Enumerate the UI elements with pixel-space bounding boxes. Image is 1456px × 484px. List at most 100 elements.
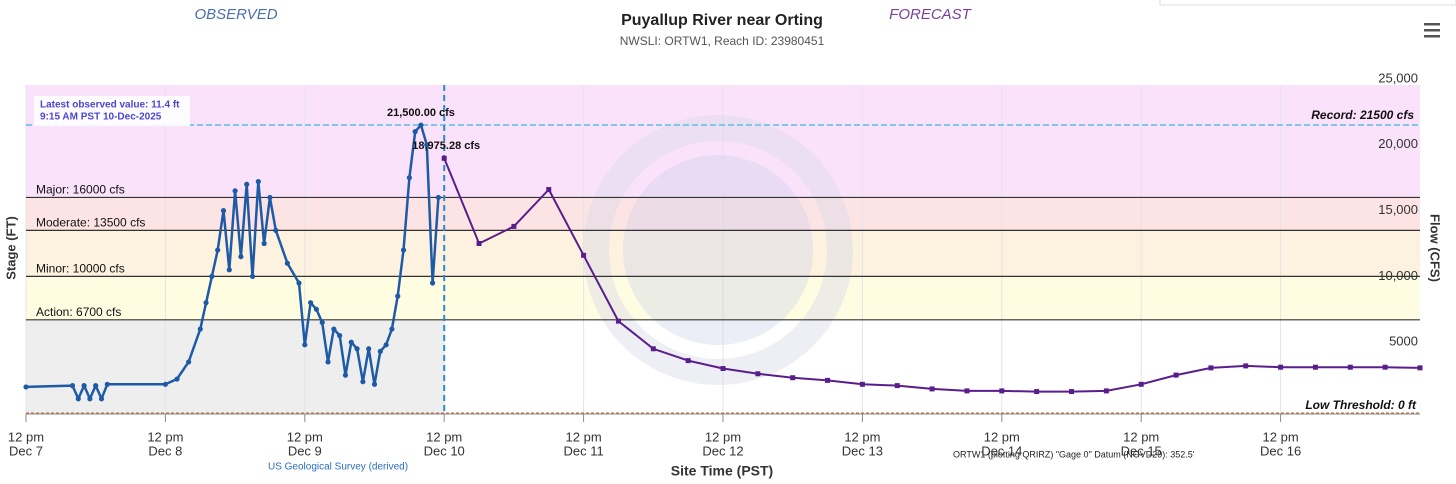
peak-annotation: 18,975.28 cfs [412,140,480,152]
data-point [331,326,337,332]
data-point [371,381,378,387]
data-point [424,142,430,148]
data-point [615,318,621,324]
x-tick-date: Dec 9 [288,443,322,458]
data-point [162,381,168,387]
watermark [583,115,853,385]
data-point [999,388,1005,394]
data-point [546,187,552,193]
chart-title: Puyallup River near Orting [621,12,823,29]
chart-subtitle: NWSLI: ORTW1, Reach ID: 23980451 [620,34,825,48]
threshold-label: Action: 6700 cfs [36,305,121,319]
x-tick-date: Dec 12 [702,443,743,458]
data-point [581,252,587,258]
data-point [1138,381,1144,387]
forecast-label: FORECAST [889,6,973,23]
data-point [226,267,232,273]
menu-bar[interactable] [1424,35,1440,38]
threshold-label: Minor: 10000 cfs [36,262,125,276]
x-tick-label: 12 pm [8,429,44,444]
y2-tick-label: 25,000 [1378,70,1418,85]
data-point [348,339,354,345]
data-point [720,366,726,372]
data-point [650,346,656,352]
x-tick-label: 12 pm [705,429,741,444]
menu-button[interactable] [1424,23,1440,38]
x-tick-date: Dec 11 [563,443,603,458]
data-point [1034,389,1040,395]
x-tick-label: 12 pm [1123,429,1159,444]
data-point [81,383,87,389]
data-point [435,194,441,201]
x-tick-date: Dec 15 [1121,443,1162,458]
data-point [1069,389,1074,395]
data-point [1347,364,1353,370]
data-point [400,247,407,253]
data-point [244,181,250,187]
data-point [1278,364,1284,370]
data-point [1103,388,1109,394]
data-point [1208,365,1214,371]
y2-tick-label: 20,000 [1378,136,1418,151]
data-point [302,342,308,348]
y-axis-title: Stage (FT) [3,216,18,280]
data-point [964,388,970,394]
y2-tick-label: 5000 [1389,334,1418,349]
x-tick-date: Dec 7 [9,443,43,458]
menu-bar[interactable] [1424,29,1440,32]
data-point [441,155,447,161]
threshold-label: Major: 16000 cfs [36,183,125,197]
data-point [93,383,99,389]
data-point [929,386,935,392]
data-point [215,247,221,253]
data-point [296,280,302,286]
data-point [267,194,273,201]
data-point [308,300,314,306]
data-point [389,326,395,332]
data-point [395,293,401,299]
peak-annotation: 21,500.00 cfs [387,107,455,119]
data-point [313,306,320,312]
data-point [186,359,192,365]
x-tick-date: Dec 10 [424,443,465,458]
top-panel-edge [1159,0,1456,6]
x-tick-label: 12 pm [287,429,323,444]
x-tick-date: Dec 14 [981,443,1022,458]
data-point [859,381,865,387]
data-point [377,348,383,355]
data-point [342,372,349,378]
data-point [209,273,215,279]
data-point [406,175,412,181]
x-axis-title: Site Time (PST) [671,463,773,479]
data-point [429,280,436,286]
data-point [511,223,517,229]
latest-box [34,96,190,126]
x-tick-label: 12 pm [426,429,462,444]
data-point [825,377,831,383]
data-point [174,376,180,382]
data-point [87,396,93,402]
data-point [755,371,761,377]
watermark [623,155,813,345]
data-point [203,300,209,306]
data-point [238,254,244,260]
data-point [325,359,331,365]
x-tick-label: 12 pm [147,429,183,444]
x-tick-label: 12 pm [566,429,602,444]
menu-bar[interactable] [1424,23,1440,26]
data-point [75,396,81,402]
data-point [249,273,256,279]
x-tick-label: 12 pm [984,429,1020,444]
data-point [1243,363,1249,369]
record-label: Record: 21500 cfs [1311,108,1414,122]
y2-tick-label: 15,000 [1378,202,1418,217]
data-point [319,319,325,326]
data-point [69,383,76,389]
x-tick-label: 12 pm [1263,429,1299,444]
observed-label: OBSERVED [194,6,277,23]
data-point [894,383,900,389]
latest-note: 9:15 AM PST 10-Dec-2025 [40,112,162,123]
below-action-band [26,319,445,414]
data-point [232,188,238,194]
